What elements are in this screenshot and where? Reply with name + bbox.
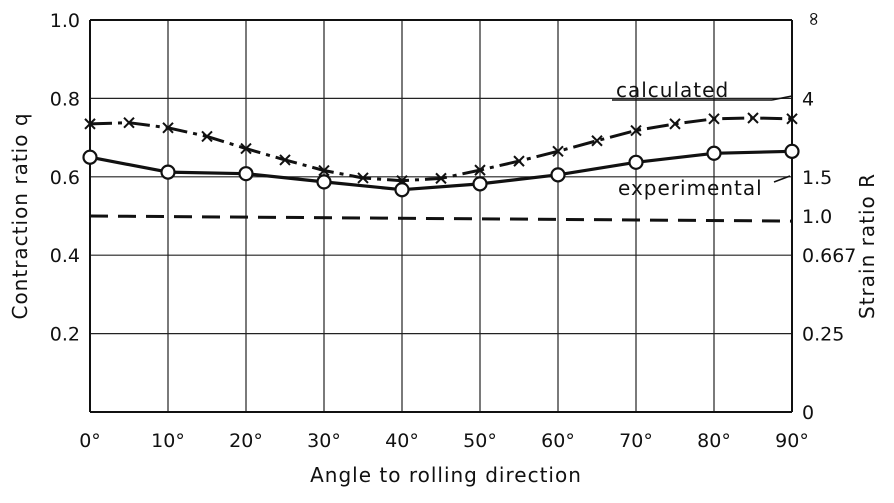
experimental-point xyxy=(784,143,800,159)
series-label-experimental: experimental xyxy=(618,176,763,200)
calculated-point xyxy=(747,112,759,124)
y2-tick-label: 1.5 xyxy=(802,167,832,189)
y2-tick-label: 0.25 xyxy=(802,324,844,346)
experimental-point xyxy=(238,166,254,182)
calculated-point xyxy=(318,164,330,177)
y-tick-label: 0.2 xyxy=(50,324,80,346)
calculated-point xyxy=(162,122,174,134)
calculated-point xyxy=(474,164,486,176)
experimental-point xyxy=(316,174,332,190)
experimental-point xyxy=(472,176,488,192)
experimental-point xyxy=(628,154,644,170)
calculated-point xyxy=(240,142,252,155)
y2-tick-label: 4 xyxy=(802,88,814,110)
series-label-calculated: calculated xyxy=(616,78,729,102)
x-tick-label: 90° xyxy=(775,430,809,452)
calculated-point xyxy=(591,135,603,147)
y2-tick-label: 1.0 xyxy=(802,206,832,228)
leader-line-calculated-tip xyxy=(771,95,793,101)
calculated-point xyxy=(630,124,642,137)
calculated-point xyxy=(513,155,525,167)
x-axis-title: Angle to rolling direction xyxy=(310,463,582,487)
y2-tick-label: 0.667 xyxy=(802,245,856,267)
reference-dashed-line xyxy=(89,214,793,223)
calculated-point xyxy=(357,172,369,184)
series-layer xyxy=(82,112,800,223)
experimental-line xyxy=(89,149,793,192)
grid xyxy=(90,20,792,412)
y-tick-label: 0.6 xyxy=(50,167,80,189)
calculated-point xyxy=(552,145,564,158)
calculated-point xyxy=(201,130,213,143)
calculated-point xyxy=(279,154,291,166)
experimental-point xyxy=(160,164,176,180)
y-tick-label: 1.0 xyxy=(50,10,80,32)
x-tick-label: 60° xyxy=(541,430,575,452)
calculated-point xyxy=(786,113,798,125)
y-tick-label: 0.8 xyxy=(50,88,80,110)
x-tick-label: 0° xyxy=(79,430,101,452)
y2-axis-title: Strain ratio R xyxy=(855,173,879,319)
x-tick-label: 80° xyxy=(697,430,731,452)
x-tick-label: 50° xyxy=(463,430,497,452)
x-tick-label: 70° xyxy=(619,430,653,452)
experimental-point xyxy=(706,145,722,161)
y2-tick-label: ∞ xyxy=(803,11,825,27)
calculated-point xyxy=(708,113,720,125)
calculated-point xyxy=(669,118,681,130)
experimental-point xyxy=(550,167,566,183)
calculated-point xyxy=(123,116,135,129)
x-tick-label: 20° xyxy=(229,430,263,452)
calculated-point xyxy=(435,172,447,185)
y2-tick-label: 0 xyxy=(802,402,814,424)
axes: 0° 10° 20° 30° 40° 50° 60° 70° 80° 90° 0.2 0.4 0.6 0.… xyxy=(50,10,857,452)
y-axis-title: Contraction ratio q xyxy=(8,112,32,319)
experimental-point xyxy=(394,182,410,198)
labels: Angle to rolling direction Contraction ra… xyxy=(8,78,879,487)
x-tick-label: 10° xyxy=(151,430,185,452)
y-tick-label: 0.4 xyxy=(50,245,80,267)
leader-line-experimental xyxy=(773,175,791,183)
calculated-point xyxy=(84,118,96,130)
experimental-point xyxy=(82,149,98,165)
x-tick-label: 40° xyxy=(385,430,419,452)
x-tick-label: 30° xyxy=(307,430,341,452)
